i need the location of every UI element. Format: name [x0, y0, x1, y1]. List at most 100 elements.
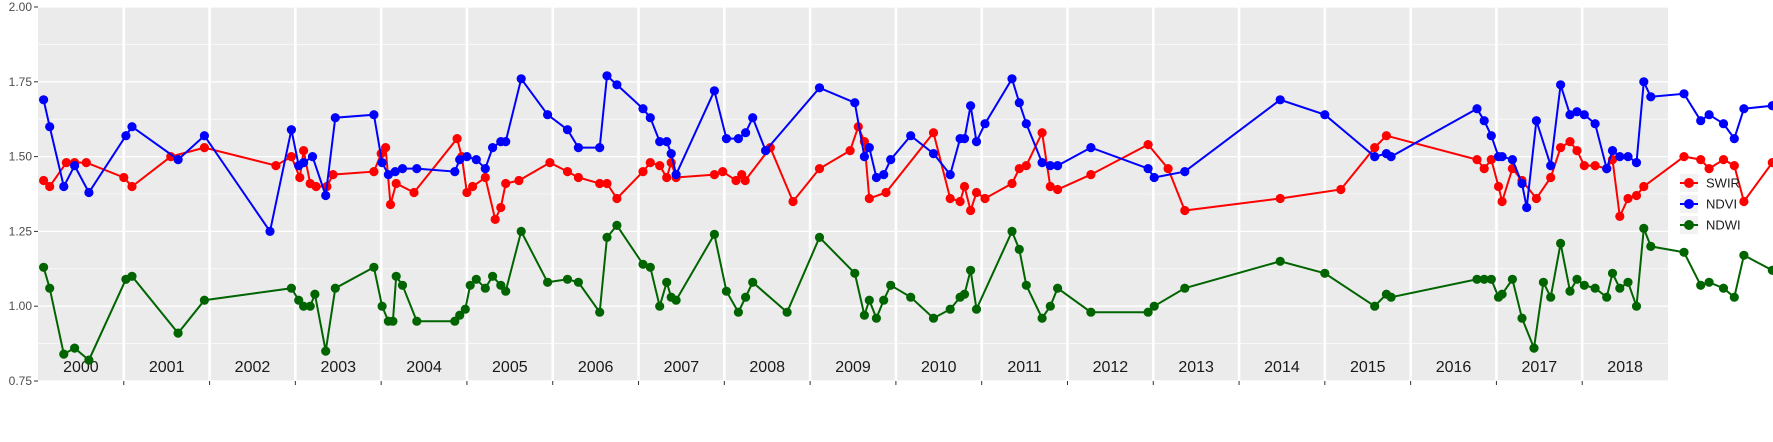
data-point-swir	[864, 193, 874, 204]
data-point-ndvi	[1014, 98, 1024, 108]
data-point-ndvi	[1180, 167, 1190, 177]
y-tick-label: 1.75	[9, 75, 33, 89]
data-point-swir	[391, 178, 401, 189]
data-point-swir	[1479, 164, 1489, 174]
data-point-ndwi	[455, 310, 465, 320]
data-point-swir	[980, 193, 990, 204]
data-point-ndwi	[465, 280, 475, 290]
data-point-ndwi	[1623, 277, 1633, 287]
data-point-ndvi	[59, 181, 69, 192]
data-point-ndvi	[733, 134, 744, 144]
year-label: 2006	[578, 359, 614, 376]
data-point-swir	[199, 143, 209, 153]
data-point-ndvi	[1639, 77, 1649, 87]
year-label: 2000	[63, 359, 99, 376]
data-point-ndwi	[1646, 241, 1656, 251]
data-point-swir	[462, 187, 472, 198]
data-point-ndvi	[1767, 101, 1773, 111]
data-point-ndvi	[1729, 134, 1739, 144]
data-point-ndvi	[199, 131, 209, 141]
data-point-ndwi	[1320, 268, 1330, 278]
data-point-ndvi	[906, 131, 916, 141]
legend-key-ndvi	[1680, 195, 1698, 213]
data-point-ndvi	[671, 170, 681, 180]
data-point-ndwi	[645, 262, 655, 272]
data-point-ndvi	[70, 161, 80, 171]
data-point-swir	[1572, 146, 1582, 156]
data-point-swir	[1275, 193, 1285, 204]
data-point-ndwi	[377, 301, 387, 311]
data-point-ndvi	[1739, 104, 1749, 114]
data-point-swir	[845, 146, 855, 156]
data-point-ndwi	[1037, 313, 1047, 323]
data-point-swir	[959, 181, 970, 192]
data-point-swir	[928, 128, 939, 138]
data-point-ndwi	[886, 280, 896, 290]
legend-key-ndwi	[1680, 216, 1698, 234]
year-label: 2005	[492, 359, 528, 376]
data-point-ndwi	[959, 289, 970, 299]
data-point-swir	[1370, 143, 1380, 153]
data-point-ndwi	[782, 307, 792, 317]
data-point-swir	[328, 170, 338, 180]
data-point-ndvi	[1607, 146, 1618, 156]
data-point-swir	[286, 152, 296, 162]
data-point-swir	[814, 164, 825, 174]
data-point-swir	[490, 214, 500, 224]
data-point-swir	[1631, 190, 1642, 201]
year-label: 2008	[749, 359, 785, 376]
year-label: 2015	[1350, 359, 1386, 376]
data-point-swir	[709, 170, 720, 180]
data-point-ndvi	[1631, 158, 1642, 168]
data-point-swir	[881, 187, 891, 198]
data-point-ndwi	[501, 286, 511, 296]
data-point-swir	[573, 172, 584, 183]
data-point-swir	[166, 152, 176, 162]
data-point-ndwi	[391, 271, 401, 281]
data-point-swir	[638, 167, 648, 177]
data-point-swir	[271, 161, 281, 171]
data-point-ndvi	[1507, 155, 1517, 165]
data-point-ndwi	[321, 346, 331, 356]
data-point-ndwi	[1486, 274, 1496, 284]
data-point-swir	[955, 196, 965, 207]
data-point-ndwi	[1517, 313, 1527, 323]
data-point-ndwi	[286, 283, 296, 293]
data-point-ndvi	[1486, 131, 1496, 141]
data-point-ndwi	[299, 301, 309, 311]
data-point-ndwi	[602, 232, 612, 242]
data-point-ndwi	[1556, 238, 1566, 248]
data-point-ndvi	[1472, 104, 1482, 114]
y-tick-label: 1.00	[9, 299, 33, 313]
data-point-ndwi	[1546, 292, 1556, 302]
data-point-swir	[788, 196, 798, 207]
data-point-swir	[1014, 164, 1024, 174]
data-point-swir	[945, 193, 955, 204]
data-point-ndvi	[1086, 143, 1096, 153]
legend-key-swir	[1680, 174, 1698, 192]
data-point-ndwi	[471, 274, 481, 284]
data-point-ndvi	[971, 137, 982, 147]
data-point-ndvi	[1579, 110, 1589, 120]
data-point-swir	[562, 167, 573, 177]
data-point-ndwi	[662, 277, 672, 287]
data-point-ndwi	[1602, 292, 1612, 302]
data-point-ndvi	[966, 101, 976, 111]
data-point-ndwi	[397, 280, 408, 290]
data-point-ndvi	[543, 110, 553, 120]
year-label: 2007	[664, 359, 700, 376]
data-point-ndwi	[1529, 343, 1539, 353]
year-label: 2004	[406, 359, 442, 376]
data-point-ndvi	[1149, 172, 1159, 183]
series-ndwi	[39, 220, 1773, 365]
data-point-swir	[1143, 140, 1153, 150]
series-line-ndwi	[42, 223, 1773, 362]
data-point-ndvi	[980, 119, 990, 129]
data-point-ndwi	[543, 277, 553, 287]
data-point-ndvi	[879, 170, 889, 180]
data-point-ndvi	[1623, 152, 1633, 162]
data-point-ndvi	[1615, 152, 1625, 162]
data-point-ndvi	[1045, 161, 1055, 171]
data-point-ndwi	[1704, 277, 1714, 287]
y-tick-label: 2.00	[9, 0, 33, 14]
